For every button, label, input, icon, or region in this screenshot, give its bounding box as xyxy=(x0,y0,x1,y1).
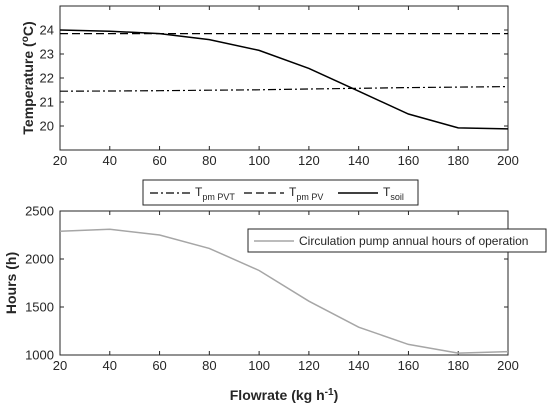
legend-label-pv-sub: pm PV xyxy=(296,192,323,202)
legend-label-pv: Tpm PV xyxy=(289,185,323,202)
temperature-axes: 20 40 60 80 100 120 140 160 180 200 20 21 22 23 24 Tem… xyxy=(20,5,519,168)
hours-xtick-label: 100 xyxy=(248,358,270,373)
temperature-ticks: 20 40 60 80 100 120 140 160 180 200 20 21 22 23 24 xyxy=(40,6,519,168)
temperature-series-line-2 xyxy=(59,29,509,130)
hours-xtick-label: 40 xyxy=(103,358,117,373)
flowrate-axis-label-tail: ) xyxy=(334,387,339,403)
temperature-legend: Tpm PVT Tpm PV Tsoil xyxy=(142,179,419,206)
hours-xtick-label: 120 xyxy=(298,358,320,373)
temperature-xtick-label: 160 xyxy=(398,153,420,168)
temperature-ytick-label: 22 xyxy=(40,71,54,86)
temperature-axis-label-main: Temperature ( xyxy=(20,42,36,135)
temperature-xtick-label: 120 xyxy=(298,153,320,168)
legend-label-hours: Circulation pump annual hours of operati… xyxy=(299,234,528,248)
flowrate-axis-label-sup: -1 xyxy=(325,387,334,398)
hours-xtick-label: 20 xyxy=(53,358,67,373)
hours-series xyxy=(59,228,509,354)
hours-axis-label: Hours (h) xyxy=(3,252,19,314)
hours-ticks: 20 40 60 80 100 120 140 160 180 200 1000 1500 2000 25… xyxy=(25,204,519,374)
temperature-axis-label-sup: o xyxy=(20,36,31,42)
temperature-axis-label: Temperature (oC) xyxy=(20,21,37,134)
hours-ytick-label: 1000 xyxy=(25,348,54,363)
hours-ytick-label: 2500 xyxy=(25,204,54,219)
temperature-xtick-label: 80 xyxy=(202,153,216,168)
hours-xtick-label: 160 xyxy=(398,358,420,373)
temperature-series-line-0 xyxy=(59,86,509,92)
legend-label-pvt-main: T xyxy=(195,185,203,199)
temperature-xtick-label: 20 xyxy=(53,153,67,168)
legend-label-soil-main: T xyxy=(383,185,391,199)
hours-xtick-label: 200 xyxy=(497,358,519,373)
temperature-axes-frame xyxy=(59,5,509,151)
flowrate-axis-label: Flowrate (kg h-1) xyxy=(230,387,338,404)
flowrate-axis-label-main: Flowrate (kg h xyxy=(230,387,325,403)
legend-label-soil-sub: soil xyxy=(390,192,404,202)
temperature-ytick-label: 24 xyxy=(40,23,54,38)
legend-label-soil: Tsoil xyxy=(383,185,404,202)
legend-label-pvt: Tpm PVT xyxy=(195,185,235,202)
hours-legend-box xyxy=(247,228,547,253)
temperature-xtick-label: 40 xyxy=(103,153,117,168)
hours-xtick-label: 60 xyxy=(152,358,166,373)
hours-xtick-label: 80 xyxy=(202,358,216,373)
temperature-xtick-label: 100 xyxy=(248,153,270,168)
temperature-xtick-label: 60 xyxy=(152,153,166,168)
temperature-ytick-label: 20 xyxy=(40,119,54,134)
temperature-ytick-label: 23 xyxy=(40,47,54,62)
hours-ytick-label: 2000 xyxy=(25,252,54,267)
hours-xtick-label: 140 xyxy=(348,358,370,373)
legend-label-pvt-sub: pm PVT xyxy=(202,192,235,202)
temperature-axis-label-tail: C) xyxy=(20,21,36,36)
hours-ytick-label: 1500 xyxy=(25,300,54,315)
hours-axes: 20 40 60 80 100 120 140 160 180 200 1000 1500 2000 25… xyxy=(3,204,547,404)
legend-label-pv-main: T xyxy=(289,185,297,199)
temperature-xtick-label: 140 xyxy=(348,153,370,168)
temperature-xtick-label: 180 xyxy=(447,153,469,168)
temperature-series xyxy=(59,29,509,130)
temperature-ytick-label: 21 xyxy=(40,95,54,110)
hours-series-line-0 xyxy=(59,228,509,354)
hours-xtick-label: 180 xyxy=(447,358,469,373)
temperature-xtick-label: 200 xyxy=(497,153,519,168)
